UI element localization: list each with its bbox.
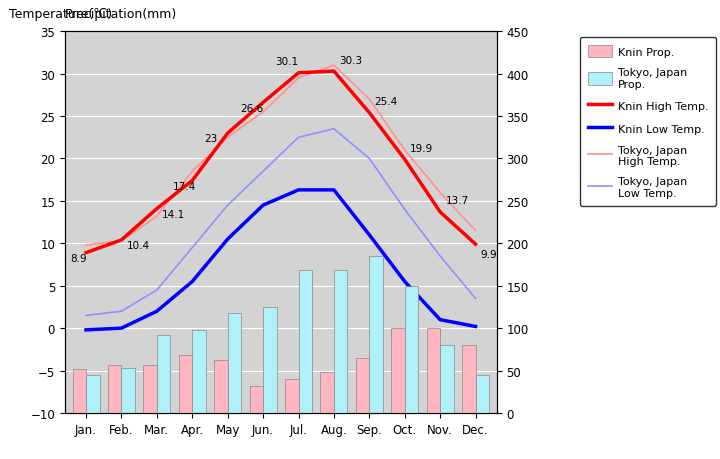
Text: 19.9: 19.9 bbox=[410, 144, 433, 153]
Bar bbox=[157, 335, 171, 413]
Text: Temperature(℃): Temperature(℃) bbox=[9, 8, 112, 21]
Bar bbox=[391, 329, 405, 413]
Knin Low Temp. bbox=[330, 188, 338, 193]
Knin Low Temp. bbox=[223, 237, 232, 242]
Tokyo, Japan
Low Temp. bbox=[365, 157, 374, 162]
Knin High Temp. bbox=[471, 242, 480, 247]
Tokyo, Japan
Low Temp. bbox=[400, 207, 409, 213]
Text: 14.1: 14.1 bbox=[162, 210, 186, 219]
Bar bbox=[73, 369, 86, 413]
Bar bbox=[334, 271, 347, 413]
Knin High Temp. bbox=[294, 71, 303, 76]
Bar bbox=[427, 329, 440, 413]
Tokyo, Japan
Low Temp. bbox=[330, 127, 338, 132]
Knin Low Temp. bbox=[471, 324, 480, 330]
Bar bbox=[192, 330, 206, 413]
Knin Low Temp. bbox=[153, 309, 161, 314]
Bar bbox=[356, 358, 369, 413]
Tokyo, Japan
Low Temp. bbox=[294, 135, 303, 141]
Tokyo, Japan
Low Temp. bbox=[82, 313, 91, 319]
Tokyo, Japan
Low Temp. bbox=[117, 309, 126, 314]
Tokyo, Japan
High Temp. bbox=[365, 97, 374, 103]
Tokyo, Japan
Low Temp. bbox=[153, 288, 161, 293]
Bar bbox=[475, 375, 489, 413]
Text: 9.9: 9.9 bbox=[481, 249, 498, 259]
Knin High Temp. bbox=[258, 101, 267, 106]
Tokyo, Japan
High Temp. bbox=[82, 243, 91, 248]
Text: 25.4: 25.4 bbox=[374, 97, 398, 107]
Knin Low Temp. bbox=[294, 188, 303, 193]
Tokyo, Japan
High Temp. bbox=[471, 228, 480, 234]
Tokyo, Japan
Low Temp. bbox=[258, 169, 267, 174]
Tokyo, Japan
Low Temp. bbox=[188, 245, 197, 251]
Bar bbox=[462, 345, 475, 413]
Knin High Temp. bbox=[436, 210, 444, 215]
Knin Low Temp. bbox=[436, 317, 444, 323]
Tokyo, Japan
High Temp. bbox=[117, 239, 126, 244]
Bar bbox=[228, 313, 241, 413]
Bar bbox=[320, 372, 334, 413]
Knin High Temp. bbox=[223, 131, 232, 136]
Tokyo, Japan
High Temp. bbox=[330, 63, 338, 69]
Bar bbox=[143, 365, 157, 413]
Legend: Knin Prop., Tokyo, Japan
Prop., Knin High Temp., Knin Low Temp., Tokyo, Japan
Hi: Knin Prop., Tokyo, Japan Prop., Knin Hig… bbox=[580, 38, 716, 206]
Tokyo, Japan
Low Temp. bbox=[223, 203, 232, 208]
Bar bbox=[215, 361, 228, 413]
Tokyo, Japan
High Temp. bbox=[400, 148, 409, 153]
Knin High Temp. bbox=[365, 111, 374, 116]
Bar bbox=[405, 286, 418, 413]
Bar bbox=[369, 257, 383, 413]
Knin High Temp. bbox=[117, 238, 126, 243]
Text: 10.4: 10.4 bbox=[127, 241, 150, 251]
Text: 30.1: 30.1 bbox=[276, 57, 299, 67]
Text: 13.7: 13.7 bbox=[446, 196, 469, 206]
Tokyo, Japan
High Temp. bbox=[436, 190, 444, 196]
Knin High Temp. bbox=[188, 179, 197, 184]
Tokyo, Japan
High Temp. bbox=[223, 135, 232, 141]
Bar bbox=[122, 368, 135, 413]
Tokyo, Japan
High Temp. bbox=[153, 214, 161, 219]
Knin High Temp. bbox=[330, 69, 338, 75]
Text: 17.4: 17.4 bbox=[173, 182, 196, 191]
Line: Tokyo, Japan
High Temp.: Tokyo, Japan High Temp. bbox=[86, 66, 475, 246]
Bar bbox=[250, 386, 263, 413]
Knin High Temp. bbox=[400, 157, 409, 163]
Tokyo, Japan
Low Temp. bbox=[471, 296, 480, 302]
Tokyo, Japan
Low Temp. bbox=[436, 254, 444, 259]
Text: Precipitation(mm): Precipitation(mm) bbox=[65, 8, 177, 21]
Text: 23: 23 bbox=[204, 134, 218, 144]
Bar bbox=[86, 375, 99, 413]
Bar bbox=[440, 345, 454, 413]
Knin Low Temp. bbox=[400, 279, 409, 285]
Knin Low Temp. bbox=[188, 279, 197, 285]
Knin Low Temp. bbox=[117, 326, 126, 331]
Tokyo, Japan
High Temp. bbox=[258, 110, 267, 115]
Knin High Temp. bbox=[82, 250, 91, 256]
Text: 30.3: 30.3 bbox=[339, 56, 362, 66]
Knin High Temp. bbox=[153, 206, 161, 212]
Bar bbox=[108, 365, 122, 413]
Bar bbox=[263, 307, 276, 413]
Tokyo, Japan
High Temp. bbox=[188, 169, 197, 174]
Line: Knin High Temp.: Knin High Temp. bbox=[86, 72, 475, 253]
Bar bbox=[285, 379, 299, 413]
Tokyo, Japan
High Temp. bbox=[294, 76, 303, 81]
Bar bbox=[179, 356, 192, 413]
Line: Tokyo, Japan
Low Temp.: Tokyo, Japan Low Temp. bbox=[86, 129, 475, 316]
Knin Low Temp. bbox=[365, 233, 374, 238]
Text: 26.6: 26.6 bbox=[240, 104, 264, 114]
Text: 8.9: 8.9 bbox=[70, 253, 86, 263]
Bar bbox=[299, 271, 312, 413]
Line: Knin Low Temp.: Knin Low Temp. bbox=[86, 190, 475, 330]
Knin Low Temp. bbox=[258, 203, 267, 208]
Knin Low Temp. bbox=[82, 327, 91, 333]
